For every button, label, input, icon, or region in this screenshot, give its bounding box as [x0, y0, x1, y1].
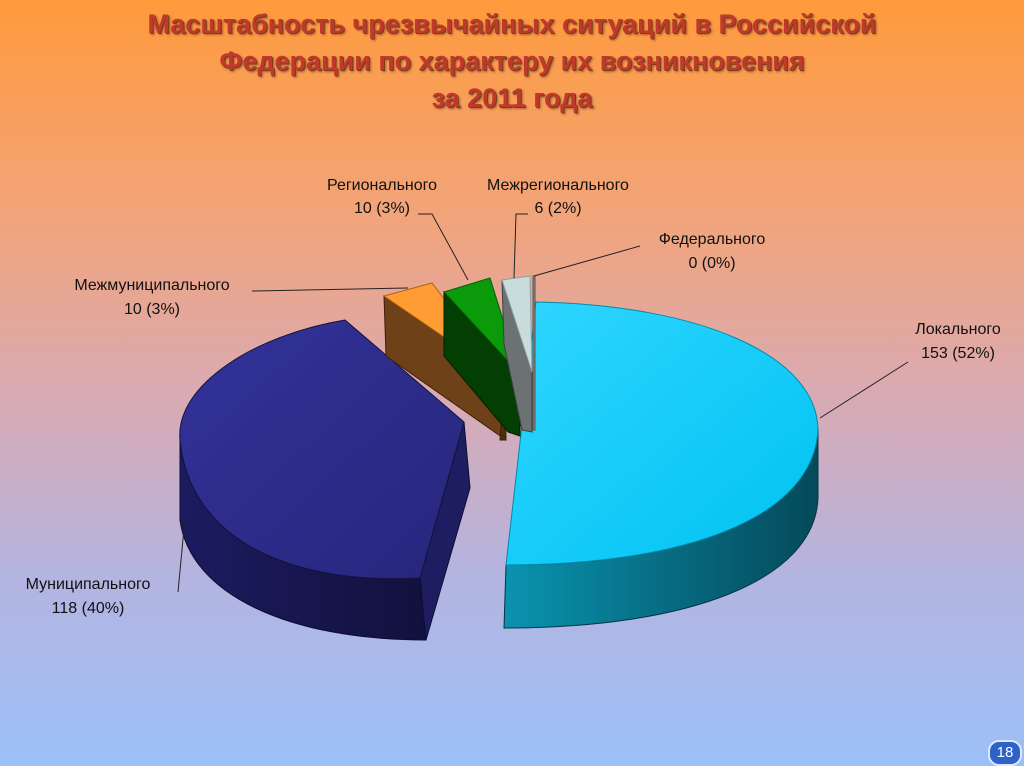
slice-federal	[532, 275, 536, 431]
leader-line-municipal	[177, 517, 186, 593]
label-regional-value: 10 (3%)	[354, 200, 410, 217]
chart-title-line-1: Масштабность чрезвычайных ситуаций в Рос…	[147, 9, 877, 39]
chart-title: Масштабность чрезвычайных ситуаций в Рос…	[0, 6, 1024, 117]
leader-line-regional	[418, 213, 469, 281]
leader-line-federal	[533, 245, 641, 277]
label-regional-name: Регионального	[327, 177, 437, 194]
slice-local	[503, 301, 819, 629]
chart-title-line-3: за 2011 года	[431, 83, 593, 113]
leader-line-intermunicipal	[251, 287, 409, 292]
label-federal-value: 0 (0%)	[688, 255, 735, 272]
page-number-badge[interactable]: 18	[988, 740, 1022, 766]
slice-local-top	[505, 301, 819, 566]
leader-line-interregional	[513, 213, 528, 279]
slice-interregional	[501, 275, 533, 433]
leader-line-local	[819, 361, 909, 419]
slice-municipal-top	[179, 319, 465, 580]
chart-title-line-2: Федерации по характеру их возникновения	[219, 46, 805, 76]
label-intermunicipal-value: 10 (3%)	[124, 301, 180, 318]
label-intermunicipal-name: Межмуниципального	[74, 277, 229, 294]
label-federal-name: Федерального	[659, 231, 766, 248]
label-local-name: Локального	[915, 321, 1001, 338]
label-municipal-value: 118 (40%)	[52, 600, 125, 617]
label-interregional-value: 6 (2%)	[534, 200, 581, 217]
slice-municipal	[179, 319, 471, 641]
label-municipal-name: Муниципального	[26, 576, 151, 593]
slice-interregional-top	[501, 275, 533, 373]
label-local-value: 153 (52%)	[921, 345, 995, 362]
label-interregional-name: Межрегионального	[487, 177, 629, 194]
